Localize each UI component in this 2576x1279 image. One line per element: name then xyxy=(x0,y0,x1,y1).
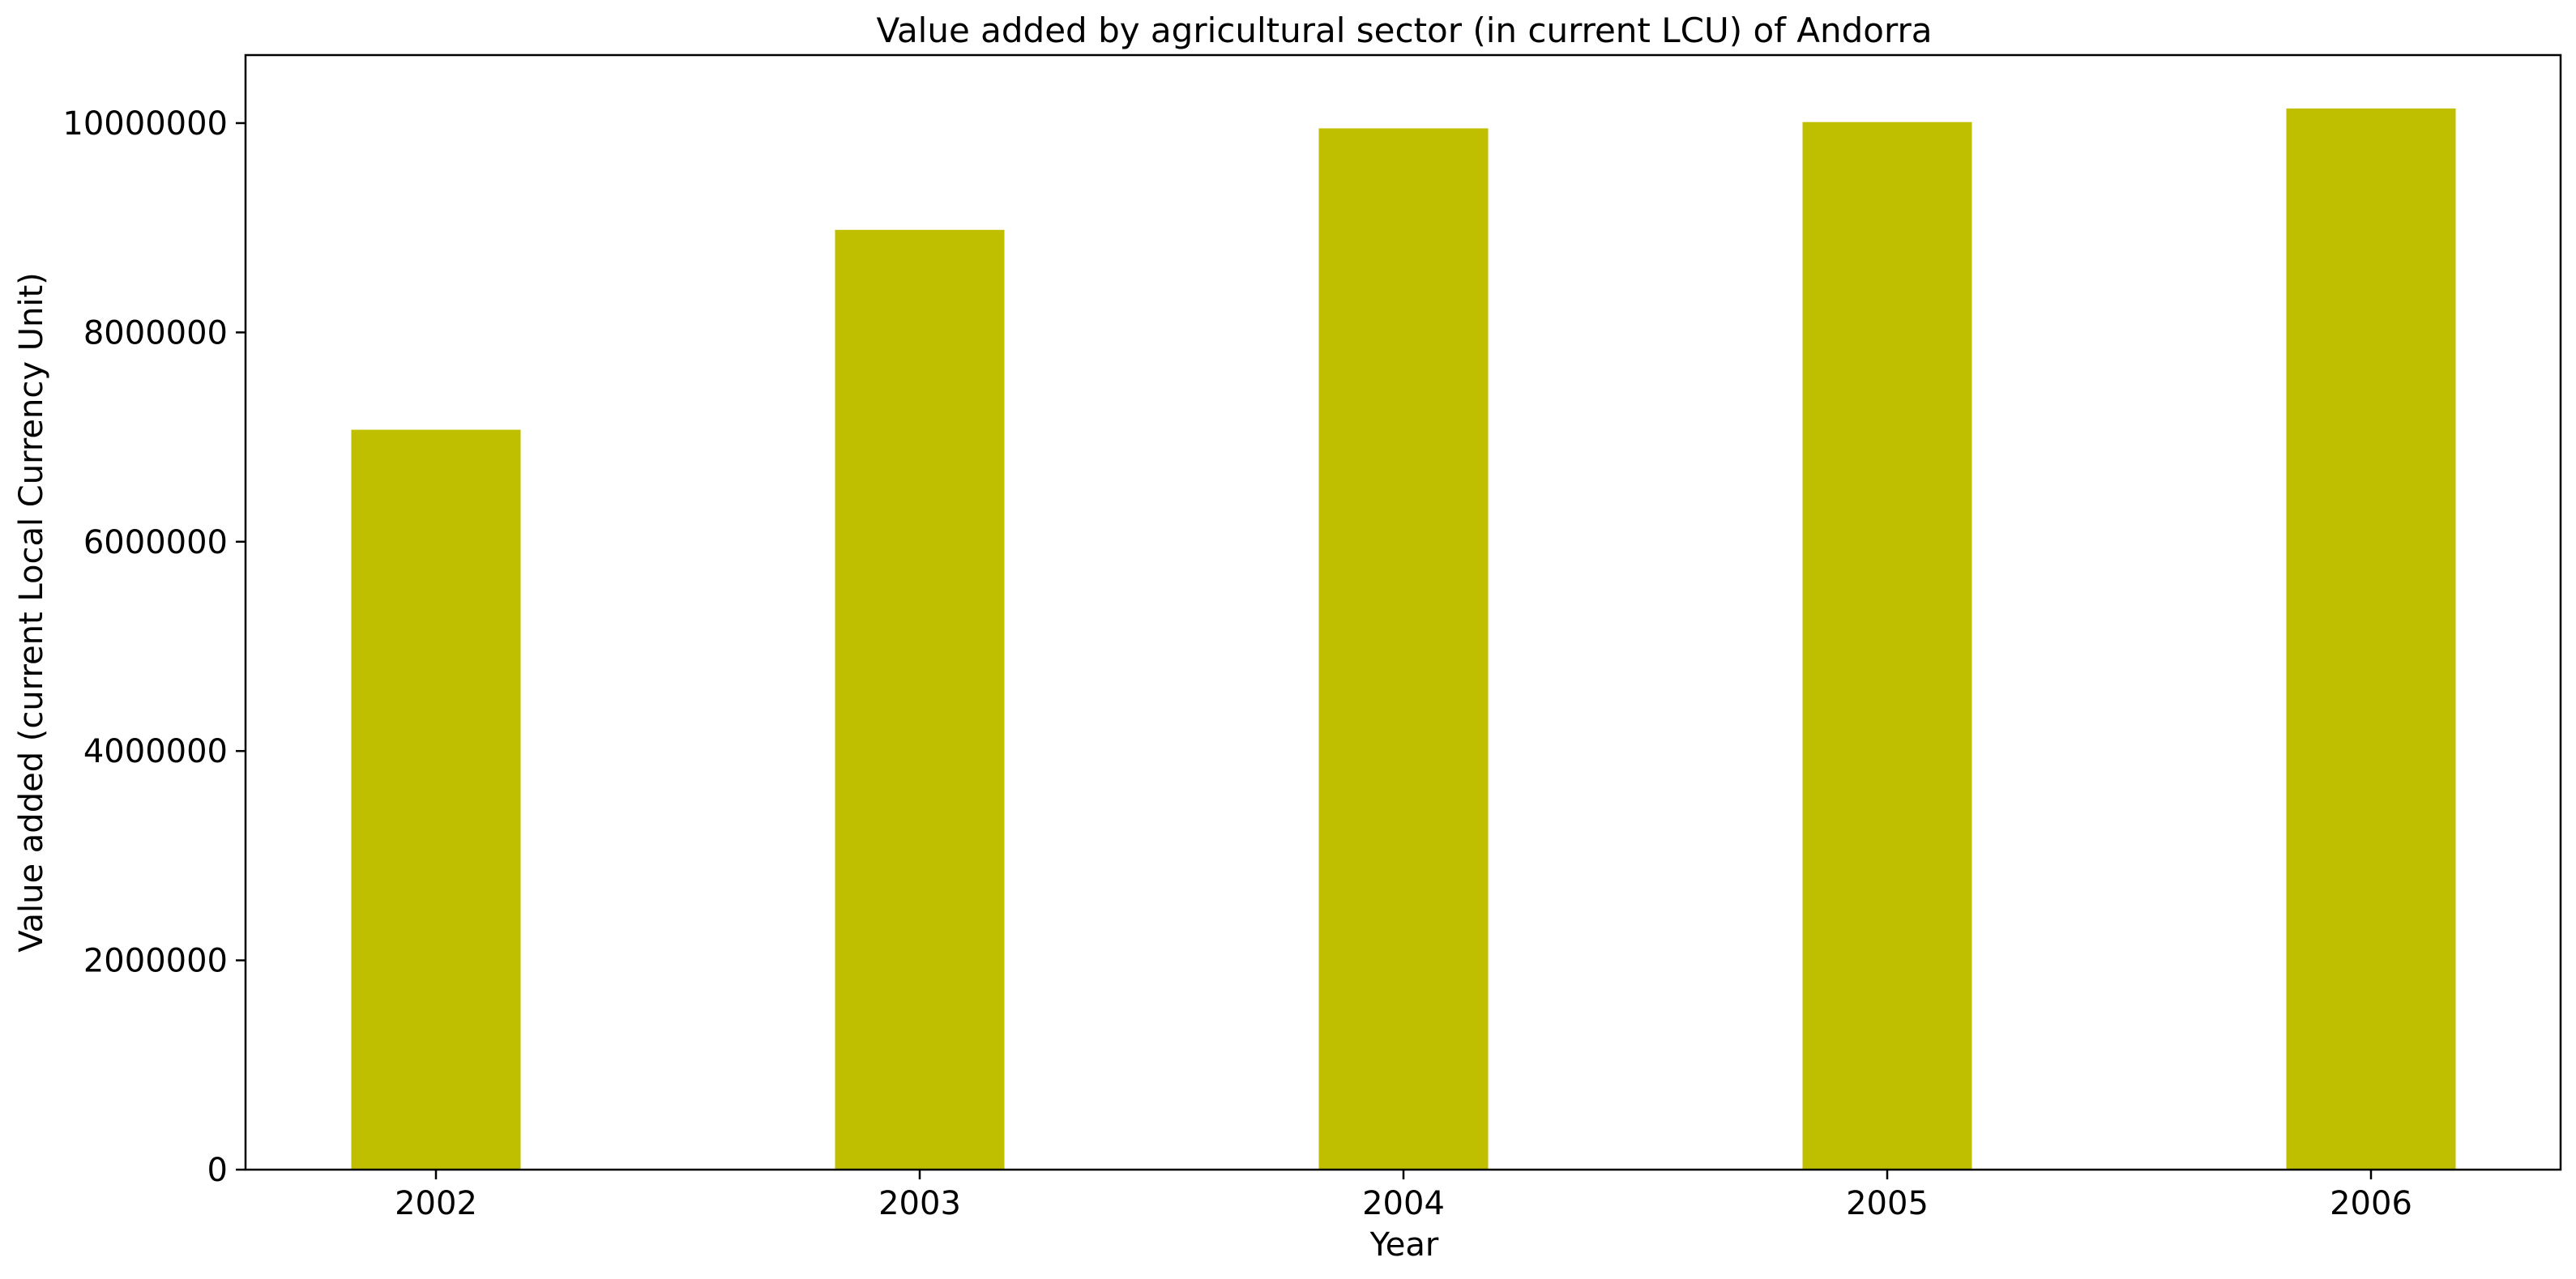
y-tick-label: 10000000 xyxy=(62,105,228,143)
x-axis-label: Year xyxy=(1369,1226,1439,1264)
y-tick-label: 0 xyxy=(207,1152,228,1189)
x-tick-label: 2004 xyxy=(1362,1185,1445,1222)
bar-2002 xyxy=(351,429,521,1170)
y-tick-label: 6000000 xyxy=(83,524,228,561)
chart-title: Value added by agricultural sector (in c… xyxy=(876,11,1932,50)
bar-2004 xyxy=(1318,128,1489,1170)
y-tick-label: 2000000 xyxy=(83,943,228,980)
y-tick-label: 8000000 xyxy=(83,314,228,352)
bar-2005 xyxy=(1802,122,1972,1170)
x-tick-label: 2006 xyxy=(2330,1185,2412,1222)
x-tick-label: 2003 xyxy=(878,1185,961,1222)
y-axis-label: Value added (current Local Currency Unit… xyxy=(13,272,50,953)
x-axis: 2002 2003 2004 2005 2006 xyxy=(395,1170,2412,1222)
bar-2003 xyxy=(835,229,1005,1170)
bars-group xyxy=(351,108,2456,1170)
x-tick-label: 2002 xyxy=(395,1185,477,1222)
y-tick-label: 4000000 xyxy=(83,733,228,770)
y-axis: 0 2000000 4000000 6000000 8000000 10000000 xyxy=(62,105,246,1189)
x-tick-label: 2005 xyxy=(1846,1185,1929,1222)
bar-2006 xyxy=(2286,108,2456,1170)
